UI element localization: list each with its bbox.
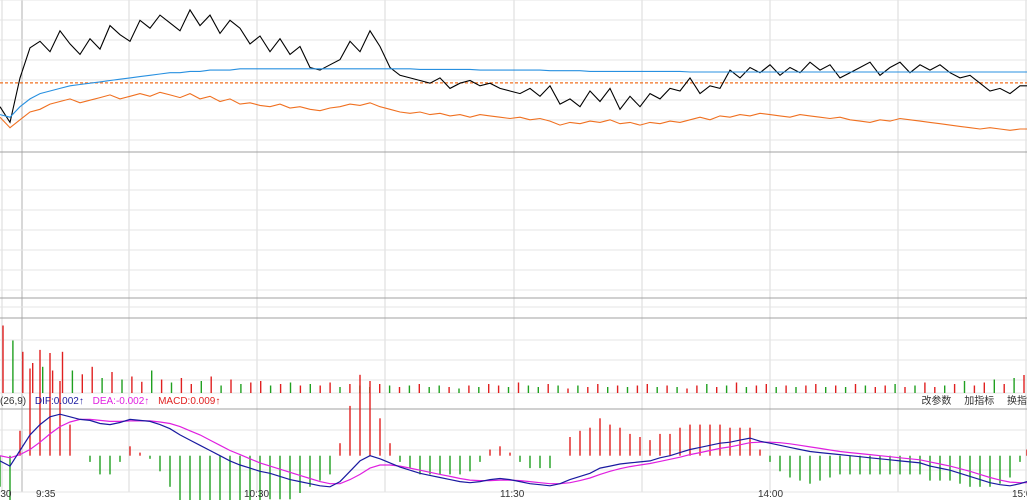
average-price-line xyxy=(0,91,1027,131)
time-label-1130: 11:30 xyxy=(500,489,525,500)
time-axis: 9:30 9:35 10:30 11:30 14:00 15:00 xyxy=(0,490,1027,500)
change-params-button[interactable]: 改参数 xyxy=(921,396,952,407)
time-label-1030: 10:30 xyxy=(244,489,270,500)
dea-label: DEA:-0.002↑ xyxy=(92,396,150,407)
macd-label: MACD:0.009↑ xyxy=(158,396,221,407)
indicator-tools: 改参数 加指标 换指 xyxy=(911,395,1027,409)
volume-panel xyxy=(2,325,1025,393)
price-line xyxy=(0,8,1027,124)
macd-params: (26,9) xyxy=(0,396,27,407)
price-panel xyxy=(0,8,1027,131)
time-label-0935: 9:35 xyxy=(36,489,56,500)
avg-cost-line xyxy=(0,68,1027,118)
macd-legend: (26,9) DIF:0.002↑ DEA:-0.002↑ MACD:0.009… xyxy=(0,395,226,409)
time-label-1400: 14:00 xyxy=(758,489,784,500)
dif-line xyxy=(0,413,1027,488)
dif-label: DIF:0.002↑ xyxy=(34,396,84,407)
time-label-1500: 15:00 xyxy=(1012,489,1027,500)
macd-panel xyxy=(0,349,1027,500)
add-indicator-button[interactable]: 加指标 xyxy=(964,396,995,407)
switch-indicator-button[interactable]: 换指 xyxy=(1007,396,1027,407)
time-label-0930: 9:30 xyxy=(0,489,12,500)
